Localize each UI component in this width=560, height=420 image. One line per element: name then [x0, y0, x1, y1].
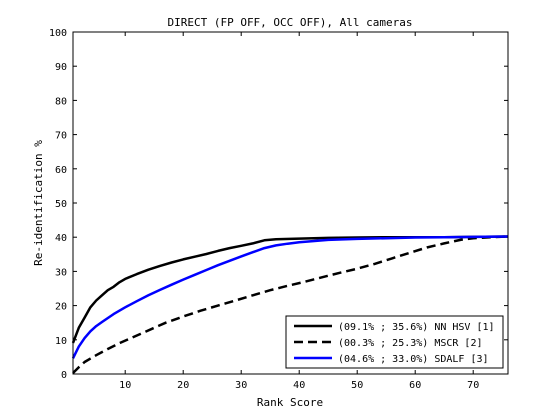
- x-tick-label: 40: [293, 380, 305, 391]
- x-tick-label: 30: [235, 380, 247, 391]
- series-lines: [71, 235, 509, 374]
- plot-frame: [72, 31, 509, 375]
- series-line-1: [71, 235, 509, 344]
- y-tick-label: 30: [55, 267, 67, 278]
- series-line-2: [72, 235, 509, 374]
- y-tick-label: 90: [55, 62, 67, 73]
- x-tick-label: 70: [467, 380, 479, 391]
- x-tick-label: 50: [351, 380, 363, 391]
- x-axis-label: Rank Score: [257, 396, 323, 409]
- x-tick-label: 60: [409, 380, 421, 391]
- y-tick-label: 60: [55, 165, 67, 176]
- y-tick-label: 70: [55, 131, 67, 142]
- legend: (09.1% ; 35.6%) NN HSV [1] (00.3% ; 25.3%…: [285, 315, 504, 369]
- x-tick-label: 10: [119, 380, 131, 391]
- legend-label-2: (00.3% ; 25.3%) MSCR [2]: [338, 338, 483, 349]
- y-tick-label: 50: [55, 199, 67, 210]
- y-axis-label: Re-identification %: [32, 140, 45, 266]
- y-tick-label: 20: [55, 302, 67, 313]
- series-line-3: [71, 235, 509, 359]
- chart-title: DIRECT (FP OFF, OCC OFF), All cameras: [167, 16, 412, 29]
- y-tick-label: 0: [61, 370, 67, 381]
- y-tick-label: 10: [55, 336, 67, 347]
- legend-label-1: (09.1% ; 35.6%) NN HSV [1]: [338, 322, 495, 333]
- y-tick-label: 100: [49, 28, 67, 39]
- y-tick-label: 40: [55, 233, 67, 244]
- legend-items: (09.1% ; 35.6%) NN HSV [1] (00.3% ; 25.3%…: [294, 322, 495, 365]
- y-tick-label: 80: [55, 96, 67, 107]
- legend-label-3: (04.6% ; 33.0%) SDALF [3]: [338, 354, 489, 365]
- x-tick-label: 20: [177, 380, 189, 391]
